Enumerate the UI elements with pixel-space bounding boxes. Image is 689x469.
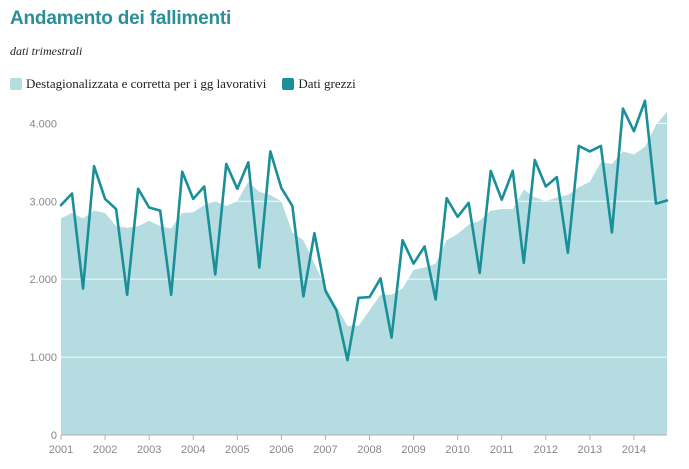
x-tick-label-2009: 2009 — [401, 444, 425, 456]
data-point-raw-0 — [60, 204, 62, 206]
data-point-raw-6 — [126, 294, 128, 296]
legend-label-raw-data: Dati grezzi — [298, 76, 356, 91]
data-point-raw-41 — [512, 170, 514, 172]
data-point-raw-49 — [600, 145, 602, 147]
data-point-raw-55 — [666, 199, 668, 201]
data-point-raw-39 — [490, 170, 492, 172]
data-point-raw-16 — [236, 188, 238, 190]
data-point-raw-22 — [302, 295, 304, 297]
x-tick-label-2004: 2004 — [181, 444, 205, 456]
data-point-raw-7 — [137, 188, 139, 190]
data-point-raw-1 — [71, 192, 73, 194]
data-point-raw-5 — [115, 208, 117, 210]
x-tick-label-2001: 2001 — [49, 444, 73, 456]
data-point-raw-2 — [82, 287, 84, 289]
data-point-raw-15 — [225, 163, 227, 165]
x-tick-label-2012: 2012 — [534, 444, 558, 456]
data-point-raw-32 — [412, 262, 414, 264]
y-tick-label-0: 0 — [51, 430, 57, 442]
legend-label-seasonally-adjusted: Destagionalizzata e corretta per i gg la… — [26, 76, 267, 91]
x-tick-label-2002: 2002 — [93, 444, 117, 456]
data-point-raw-21 — [291, 205, 293, 207]
data-point-raw-18 — [258, 266, 260, 268]
x-tick-label-2006: 2006 — [269, 444, 293, 456]
legend: Destagionalizzata e corretta per i gg la… — [10, 75, 372, 93]
x-tick-label-2011: 2011 — [490, 444, 514, 456]
data-point-raw-30 — [390, 336, 392, 338]
data-point-raw-29 — [379, 277, 381, 279]
y-tick-label-1000: 1.000 — [29, 352, 57, 364]
data-point-raw-48 — [589, 150, 591, 152]
y-tick-label-3000: 3.000 — [29, 196, 57, 208]
data-point-raw-20 — [280, 187, 282, 189]
x-tick-label-2013: 2013 — [578, 444, 602, 456]
data-point-raw-36 — [456, 216, 458, 218]
chart-subtitle: dati trimestrali — [10, 44, 83, 58]
series-line-raw-data — [59, 99, 669, 362]
data-point-raw-47 — [578, 145, 580, 147]
legend-swatch-raw-data — [282, 78, 295, 90]
data-point-raw-52 — [633, 130, 635, 132]
legend-item-raw-data: Dati grezzi — [282, 76, 356, 92]
data-point-raw-45 — [556, 176, 558, 178]
data-point-raw-42 — [523, 262, 525, 264]
data-point-raw-51 — [622, 107, 624, 109]
x-tick-label-2005: 2005 — [225, 444, 249, 456]
data-point-raw-8 — [148, 206, 150, 208]
data-point-raw-17 — [247, 161, 249, 163]
data-point-raw-34 — [434, 298, 436, 300]
y-tick-label-4000: 4.000 — [29, 118, 57, 130]
data-point-raw-28 — [368, 296, 370, 298]
data-point-raw-31 — [401, 239, 403, 241]
data-point-raw-26 — [346, 359, 348, 361]
data-point-raw-4 — [104, 198, 106, 200]
data-point-raw-33 — [423, 245, 425, 247]
data-point-raw-27 — [357, 297, 359, 299]
data-point-raw-35 — [445, 197, 447, 199]
chart-title: Andamento dei fallimenti — [10, 8, 232, 29]
data-point-raw-25 — [335, 309, 337, 311]
y-tick-label-2000: 2.000 — [29, 274, 57, 286]
legend-swatch-seasonally-adjusted — [10, 78, 22, 90]
series-area-seasonally-adjusted — [61, 111, 667, 435]
legend-item-seasonally-adjusted: Destagionalizzata e corretta per i gg la… — [10, 76, 266, 92]
data-point-raw-37 — [467, 202, 469, 204]
x-tick-label-2014: 2014 — [622, 444, 646, 456]
data-point-raw-9 — [159, 209, 161, 211]
data-point-raw-46 — [567, 252, 569, 254]
x-tick-label-2003: 2003 — [137, 444, 161, 456]
data-point-raw-14 — [214, 273, 216, 275]
data-point-raw-44 — [545, 185, 547, 187]
x-tick-label-2010: 2010 — [445, 444, 469, 456]
data-point-raw-24 — [324, 290, 326, 292]
data-point-raw-54 — [655, 202, 657, 204]
data-point-raw-10 — [170, 294, 172, 296]
data-point-raw-3 — [93, 165, 95, 167]
data-point-raw-11 — [181, 170, 183, 172]
data-point-raw-13 — [203, 185, 205, 187]
data-point-raw-43 — [534, 159, 536, 161]
data-point-raw-50 — [611, 231, 613, 233]
data-point-raw-23 — [313, 232, 315, 234]
x-tick-label-2007: 2007 — [313, 444, 337, 456]
data-point-raw-12 — [192, 198, 194, 200]
data-point-raw-40 — [501, 199, 503, 201]
data-point-raw-53 — [644, 100, 646, 102]
data-point-raw-38 — [478, 272, 480, 274]
x-tick-label-2008: 2008 — [357, 444, 381, 456]
data-point-raw-19 — [269, 150, 271, 152]
